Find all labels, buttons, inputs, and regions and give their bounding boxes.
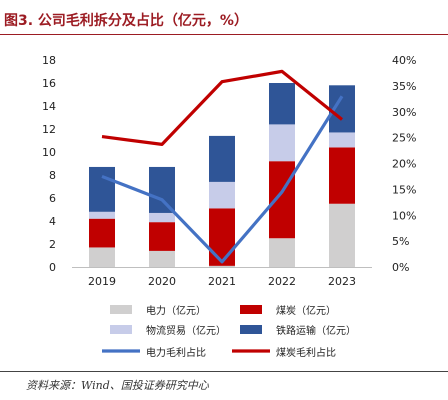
left-tick-label: 12 — [42, 123, 56, 136]
x-axis-ticks: 2019 2020 2021 2022 2023 — [88, 275, 356, 288]
legend-item: 物流贸易（亿元） — [110, 324, 226, 337]
left-tick-label: 16 — [42, 77, 56, 90]
footer-divider — [0, 371, 448, 372]
legend-item: 煤炭（亿元） — [240, 304, 336, 317]
x-tick-label: 2023 — [328, 275, 356, 288]
legend-label: 铁路运输（亿元） — [276, 324, 356, 337]
left-tick-label: 0 — [49, 261, 56, 274]
bar-segment — [269, 83, 295, 125]
bar-segment — [89, 247, 115, 267]
bar-segment — [209, 208, 235, 266]
legend-swatch — [240, 325, 262, 334]
left-tick-label: 6 — [49, 192, 56, 205]
bar-segment — [149, 166, 175, 213]
share-line — [101, 69, 344, 146]
bar-segment — [269, 124, 295, 162]
left-tick-label: 10 — [42, 146, 56, 159]
legend-swatch — [240, 305, 262, 314]
right-tick-label: 10% — [392, 209, 416, 222]
right-tick-label: 40% — [392, 54, 416, 67]
figure-title: 图3. 公司毛利拆分及占比（亿元，%） — [4, 13, 248, 29]
x-tick-label: 2022 — [268, 275, 296, 288]
left-tick-label: 2 — [49, 238, 56, 251]
bar-segment — [209, 265, 235, 267]
bar-segment — [89, 166, 115, 212]
bar-segment — [329, 147, 355, 204]
bar-segment — [269, 238, 295, 267]
legend: 电力（亿元） 煤炭（亿元） 物流贸易（亿元） 铁路运输（亿元） 电力毛利占比 煤炭毛利占比 — [102, 304, 356, 359]
bar-segment — [149, 212, 175, 223]
source-note: 资料来源：Wind、国投证券研究中心 — [26, 379, 209, 392]
x-tick-label: 2020 — [148, 275, 176, 288]
bar-segment — [269, 161, 295, 239]
bar-segment — [209, 135, 235, 182]
right-tick-label: 0% — [392, 261, 409, 274]
left-tick-label: 18 — [42, 54, 56, 67]
bar-segment — [209, 181, 235, 209]
right-tick-label: 30% — [392, 106, 416, 119]
legend-label: 电力（亿元） — [146, 304, 206, 317]
legend-item: 电力（亿元） — [110, 304, 206, 317]
bar-segment — [329, 132, 355, 148]
right-tick-label: 5% — [392, 235, 409, 248]
legend-label: 电力毛利占比 — [146, 346, 206, 359]
title-divider — [0, 34, 448, 35]
share-line — [101, 95, 344, 264]
legend-label: 煤炭毛利占比 — [276, 346, 336, 359]
legend-label: 煤炭（亿元） — [276, 304, 336, 317]
legend-swatch — [110, 325, 132, 334]
legend-label: 物流贸易（亿元） — [146, 324, 226, 337]
legend-item: 铁路运输（亿元） — [240, 324, 356, 337]
left-tick-label: 4 — [49, 215, 56, 228]
right-axis: 0% 5% 10% 15% 20% 25% 30% 35% 40% — [392, 54, 416, 274]
line-series — [101, 69, 344, 264]
legend-swatch — [110, 305, 132, 314]
bar-segment — [149, 222, 175, 251]
legend-item: 电力毛利占比 — [102, 346, 206, 359]
bar-segment — [329, 203, 355, 267]
right-tick-label: 15% — [392, 183, 416, 196]
right-tick-label: 35% — [392, 80, 416, 93]
bar-series — [89, 83, 355, 267]
right-tick-label: 25% — [392, 132, 416, 145]
left-tick-label: 8 — [49, 169, 56, 182]
legend-item: 煤炭毛利占比 — [232, 346, 336, 359]
bar-segment — [89, 211, 115, 219]
left-tick-label: 14 — [42, 100, 56, 113]
x-tick-label: 2021 — [208, 275, 236, 288]
left-axis: 0 2 4 6 8 10 12 14 16 18 — [42, 54, 56, 274]
bar-segment — [89, 218, 115, 248]
x-tick-label: 2019 — [88, 275, 116, 288]
right-tick-label: 20% — [392, 158, 416, 171]
bar-segment — [149, 250, 175, 267]
